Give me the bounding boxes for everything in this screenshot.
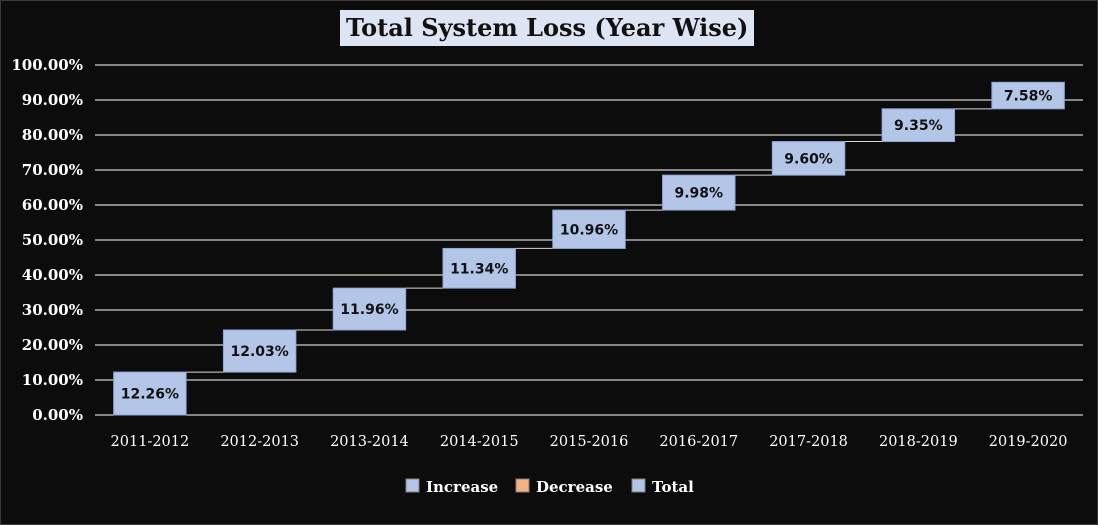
legend-swatch <box>631 478 646 493</box>
x-tick-label: 2015-2016 <box>550 434 629 450</box>
y-tick-label: 60.00% <box>22 196 83 214</box>
legend-item-total[interactable]: Total <box>631 478 694 496</box>
connector-lines <box>186 108 992 373</box>
bar <box>662 174 736 211</box>
legend-label: Decrease <box>536 478 613 496</box>
x-tick-label: 2011-2012 <box>111 434 190 450</box>
bar <box>552 209 626 249</box>
data-labels: 12.26% 12.03% 11.96% 11.34% 10.96% 9.98% 9.60%… <box>121 89 1053 403</box>
data-label: 9.60% <box>784 151 833 167</box>
y-tick-label: 50.00% <box>22 231 83 249</box>
x-tick-label: 2012-2013 <box>220 434 299 450</box>
y-tick-label: 70.00% <box>22 161 83 179</box>
x-tick-label: 2013-2014 <box>330 434 409 450</box>
legend-swatch <box>515 478 530 493</box>
bar <box>442 247 516 289</box>
legend-label: Increase <box>426 478 498 496</box>
chart-title: Total System Loss (Year Wise) <box>340 10 755 46</box>
bar <box>332 287 407 331</box>
legend[interactable]: Increase Decrease Total <box>405 478 694 496</box>
data-label: 7.58% <box>1004 89 1053 105</box>
bar <box>113 371 187 416</box>
x-axis: 2011-2012 2012-2013 2013-2014 2014-2015 2015… <box>111 434 1068 450</box>
legend-label: Total <box>652 478 694 496</box>
x-tick-label: 2017-2018 <box>769 434 848 450</box>
data-label: 9.35% <box>894 118 943 134</box>
legend-swatch <box>405 478 420 493</box>
legend-item-increase[interactable]: Increase <box>405 478 498 496</box>
x-tick-label: 2019-2020 <box>989 434 1068 450</box>
bar <box>771 141 846 176</box>
bar <box>222 329 297 373</box>
data-label: 11.34% <box>450 261 508 277</box>
y-tick-label: 100.00% <box>11 56 83 74</box>
x-tick-label: 2014-2015 <box>440 434 519 450</box>
y-axis: 0.00% 10.00% 20.00% 30.00% 40.00% 50.00% 60.00… <box>11 56 83 424</box>
y-tick-label: 40.00% <box>22 266 83 284</box>
y-tick-label: 30.00% <box>22 301 83 319</box>
y-tick-label: 10.00% <box>22 371 83 389</box>
y-tick-label: 0.00% <box>32 406 83 424</box>
data-label: 11.96% <box>340 302 398 318</box>
bars <box>113 81 1065 416</box>
x-tick-label: 2018-2019 <box>879 434 958 450</box>
x-tick-label: 2016-2017 <box>659 434 738 450</box>
data-label: 12.03% <box>231 344 289 360</box>
data-label: 9.98% <box>674 186 723 202</box>
y-tick-label: 20.00% <box>22 336 83 354</box>
data-label: 12.26% <box>121 387 179 403</box>
bar <box>991 81 1065 110</box>
bar <box>881 108 956 143</box>
y-tick-label: 90.00% <box>22 91 83 109</box>
data-label: 10.96% <box>560 222 618 238</box>
y-tick-label: 80.00% <box>22 126 83 144</box>
legend-item-decrease[interactable]: Decrease <box>515 478 613 496</box>
